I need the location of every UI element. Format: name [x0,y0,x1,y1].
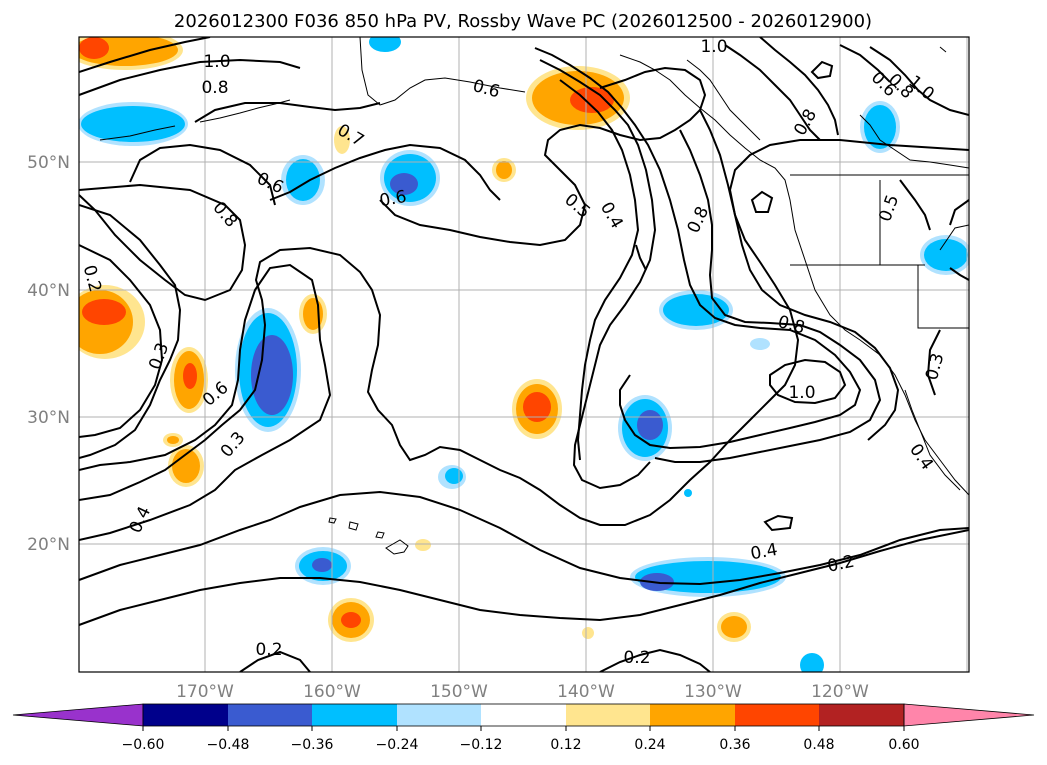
anomaly-blob [369,37,401,52]
lon-label: 160°W [303,682,361,702]
colorbar-segment [819,704,904,726]
anomaly-blob [920,235,969,275]
colorbar-tick-label: 0.24 [634,737,665,753]
lon-label: 130°W [684,682,742,702]
colorbar: −0.60 −0.48 −0.36 −0.24 −0.12 0.12 0.24 … [12,703,1035,753]
colorbar-segment [228,704,312,726]
colorbar-segment [566,704,650,726]
latitude-labels: 50°N 40°N 30°N 20°N [27,153,70,555]
colorbar-tick-label: −0.36 [291,737,334,753]
anomaly-blob [170,347,208,413]
colorbar-extend-max [903,703,1035,727]
anomaly-blob [380,150,440,206]
colorbar-segment [481,704,566,726]
map-background [79,37,969,672]
colorbar-frame [142,703,905,727]
contour-label: 1.0 [700,37,727,57]
anomaly-blob [79,37,183,70]
colorbar-segment [735,704,819,726]
colorbar-segment [650,704,735,726]
anomaly-blob [163,433,204,487]
colorbar-tick-label: −0.12 [460,737,503,753]
anomaly-blob [295,547,351,585]
colorbar-ticks [142,726,905,731]
anomaly-blob [512,379,562,439]
contour-label: 0.2 [623,648,650,668]
anomaly-blob [79,285,145,359]
anomaly-blob [299,294,327,334]
colorbar-segment [397,704,481,726]
figure-title: 2026012300 F036 850 hPa PV, Rossby Wave … [174,11,872,32]
lat-label: 20°N [27,535,70,555]
anomaly-blob [415,539,751,642]
contour-label: 0.2 [255,640,282,660]
positive-anomalies [79,37,751,642]
contour-label: 1.0 [788,383,815,403]
anomaly-blob [438,465,466,489]
colorbar-segment [312,704,397,726]
lon-label: 170°W [176,682,234,702]
pv-contours [79,37,969,672]
colorbar-tick-labels: −0.60 −0.48 −0.36 −0.24 −0.12 0.12 0.24 … [122,737,920,753]
colorbar-tick-label: −0.60 [122,737,165,753]
anomaly-blob [860,101,900,153]
colorbar-segment [143,704,228,726]
colorbar-tick-label: 0.48 [803,737,834,753]
anomaly-blob [79,102,188,146]
gridlines [79,37,969,672]
anomaly-blob [328,598,374,642]
colorbar-tick-label: 0.60 [888,737,919,753]
lat-label: 50°N [27,153,70,173]
lat-label: 30°N [27,408,70,428]
colorbar-tick-label: −0.48 [207,737,250,753]
anomaly-blob [526,66,630,130]
colorbar-extend-min [12,703,144,727]
anomaly-blob [684,338,824,672]
lon-label: 120°W [811,682,869,702]
map-panel: 1.0 0.8 0.7 0.6 0.6 0.6 1.0 0.6 0.5 0.4 … [78,36,970,673]
longitude-labels: 170°W 160°W 150°W 140°W 130°W 120°W [176,682,869,702]
map-frame [78,36,970,673]
anomaly-blob [618,395,672,461]
contour-label: 0.6 [378,187,408,211]
colorbar-tick-label: 0.36 [719,737,750,753]
contour-label: 0.4 [749,540,779,564]
colorbar-tick-label: 0.12 [550,737,581,753]
anomaly-blob [334,126,516,182]
lon-label: 140°W [557,682,615,702]
colorbar-tick-label: −0.24 [376,737,419,753]
lon-label: 150°W [430,682,488,702]
contour-label: 0.8 [201,78,228,98]
contour-label: 1.0 [203,52,230,72]
lat-label: 40°N [27,281,70,301]
anomaly-blob [281,155,325,205]
